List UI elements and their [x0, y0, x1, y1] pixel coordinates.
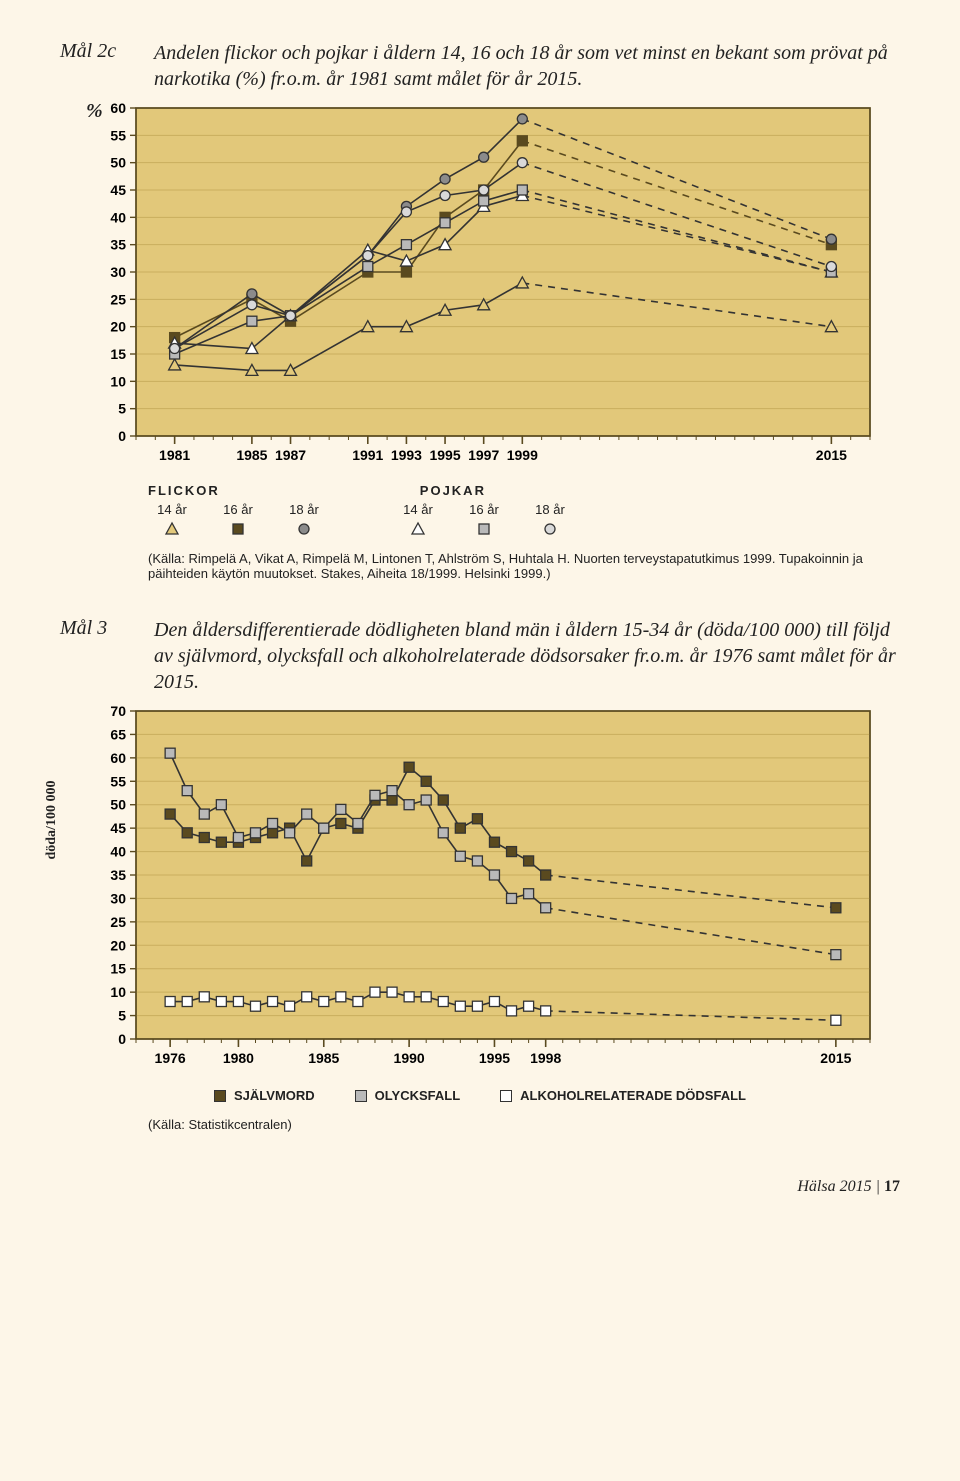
svg-text:60: 60 [110, 100, 126, 116]
svg-text:40: 40 [110, 209, 126, 225]
chart2-wrap: döda/100 000 051015202530354045505560657… [80, 703, 900, 1078]
svg-text:55: 55 [110, 773, 126, 789]
legend-item: 18 år [526, 502, 574, 537]
legend-item: 16 år [460, 502, 508, 537]
chart1-ylabel: % [86, 100, 103, 123]
svg-text:1987: 1987 [275, 447, 306, 463]
legend-item: OLYCKSFALL [355, 1088, 460, 1103]
svg-text:1991: 1991 [352, 447, 383, 463]
chart2-caption: Mål 3 Den åldersdifferentierade dödlighe… [60, 617, 900, 695]
svg-text:40: 40 [110, 844, 126, 860]
svg-text:1995: 1995 [429, 447, 460, 463]
chart1-wrap: % 0 5 10 15 20 25 30 35 40 45 50 55 60 1981 1985 1987 19… [80, 100, 900, 475]
legend-head-flickor: FLICKOR [148, 483, 220, 498]
svg-text:1985: 1985 [308, 1050, 339, 1066]
svg-text:1981: 1981 [159, 447, 190, 463]
footer-page: 17 [884, 1178, 900, 1195]
svg-text:1990: 1990 [394, 1050, 425, 1066]
svg-text:65: 65 [110, 726, 126, 742]
chart2-label: Mål 3 [60, 617, 134, 695]
legend-head-pojkar: POJKAR [420, 483, 486, 498]
svg-text:25: 25 [110, 291, 126, 307]
chart2-caption-text: Den åldersdifferentierade dödligheten bl… [154, 617, 900, 695]
legend-item: ALKOHOLRELATERADE DÖDSFALL [500, 1088, 746, 1103]
svg-text:20: 20 [110, 319, 126, 335]
svg-text:50: 50 [110, 155, 126, 171]
svg-text:35: 35 [110, 867, 126, 883]
chart1-label: Mål 2c [60, 40, 134, 92]
svg-text:5: 5 [118, 1008, 126, 1024]
svg-text:1976: 1976 [155, 1050, 186, 1066]
chart1-source: (Källa: Rimpelä A, Vikat A, Rimpelä M, L… [148, 551, 900, 581]
footer-title: Hälsa 2015 [797, 1178, 871, 1195]
svg-text:15: 15 [110, 961, 126, 977]
svg-text:55: 55 [110, 127, 126, 143]
svg-text:1980: 1980 [223, 1050, 254, 1066]
svg-text:1997: 1997 [468, 447, 499, 463]
svg-text:1985: 1985 [236, 447, 267, 463]
legend-item: 18 år [280, 502, 328, 537]
svg-text:30: 30 [110, 890, 126, 906]
page-footer: Hälsa 2015 | 17 [60, 1178, 900, 1196]
svg-text:1998: 1998 [530, 1050, 561, 1066]
svg-text:60: 60 [110, 750, 126, 766]
svg-text:0: 0 [118, 1031, 126, 1047]
svg-text:1993: 1993 [391, 447, 422, 463]
svg-text:50: 50 [110, 797, 126, 813]
chart2-legend: SJÄLVMORD OLYCKSFALL ALKOHOLRELATERADE DÖD… [60, 1088, 900, 1103]
svg-text:30: 30 [110, 264, 126, 280]
legend-item: SJÄLVMORD [214, 1088, 315, 1103]
legend-item: 16 år [214, 502, 262, 537]
svg-text:20: 20 [110, 937, 126, 953]
legend-item: 14 år [394, 502, 442, 537]
svg-text:35: 35 [110, 237, 126, 253]
svg-text:10: 10 [110, 984, 126, 1000]
footer-sep: | [876, 1178, 880, 1195]
chart2-source: (Källa: Statistikcentralen) [148, 1117, 900, 1132]
svg-text:15: 15 [110, 346, 126, 362]
svg-text:2015: 2015 [820, 1050, 851, 1066]
chart2-svg: 0 5 10 15 20 25 30 35 40 45 50 55 60 65 70 1976 1980 1985… [80, 703, 880, 1073]
svg-text:2015: 2015 [816, 447, 847, 463]
svg-text:1995: 1995 [479, 1050, 510, 1066]
svg-text:10: 10 [110, 373, 126, 389]
chart1-svg: 0 5 10 15 20 25 30 35 40 45 50 55 60 1981 1985 1987 1991… [80, 100, 880, 470]
chart1-caption-text: Andelen flickor och pojkar i åldern 14, … [154, 40, 900, 92]
svg-text:45: 45 [110, 820, 126, 836]
chart2-ylabel: döda/100 000 [44, 780, 60, 859]
svg-text:0: 0 [118, 428, 126, 444]
chart1-caption: Mål 2c Andelen flickor och pojkar i ålde… [60, 40, 900, 92]
chart1-legend: FLICKOR POJKAR 14 år 16 år 18 år 14 år 16 år… [148, 483, 900, 537]
svg-text:70: 70 [110, 703, 126, 719]
svg-text:45: 45 [110, 182, 126, 198]
svg-text:5: 5 [118, 401, 126, 417]
legend-item: 14 år [148, 502, 196, 537]
svg-text:25: 25 [110, 914, 126, 930]
svg-text:1999: 1999 [507, 447, 538, 463]
